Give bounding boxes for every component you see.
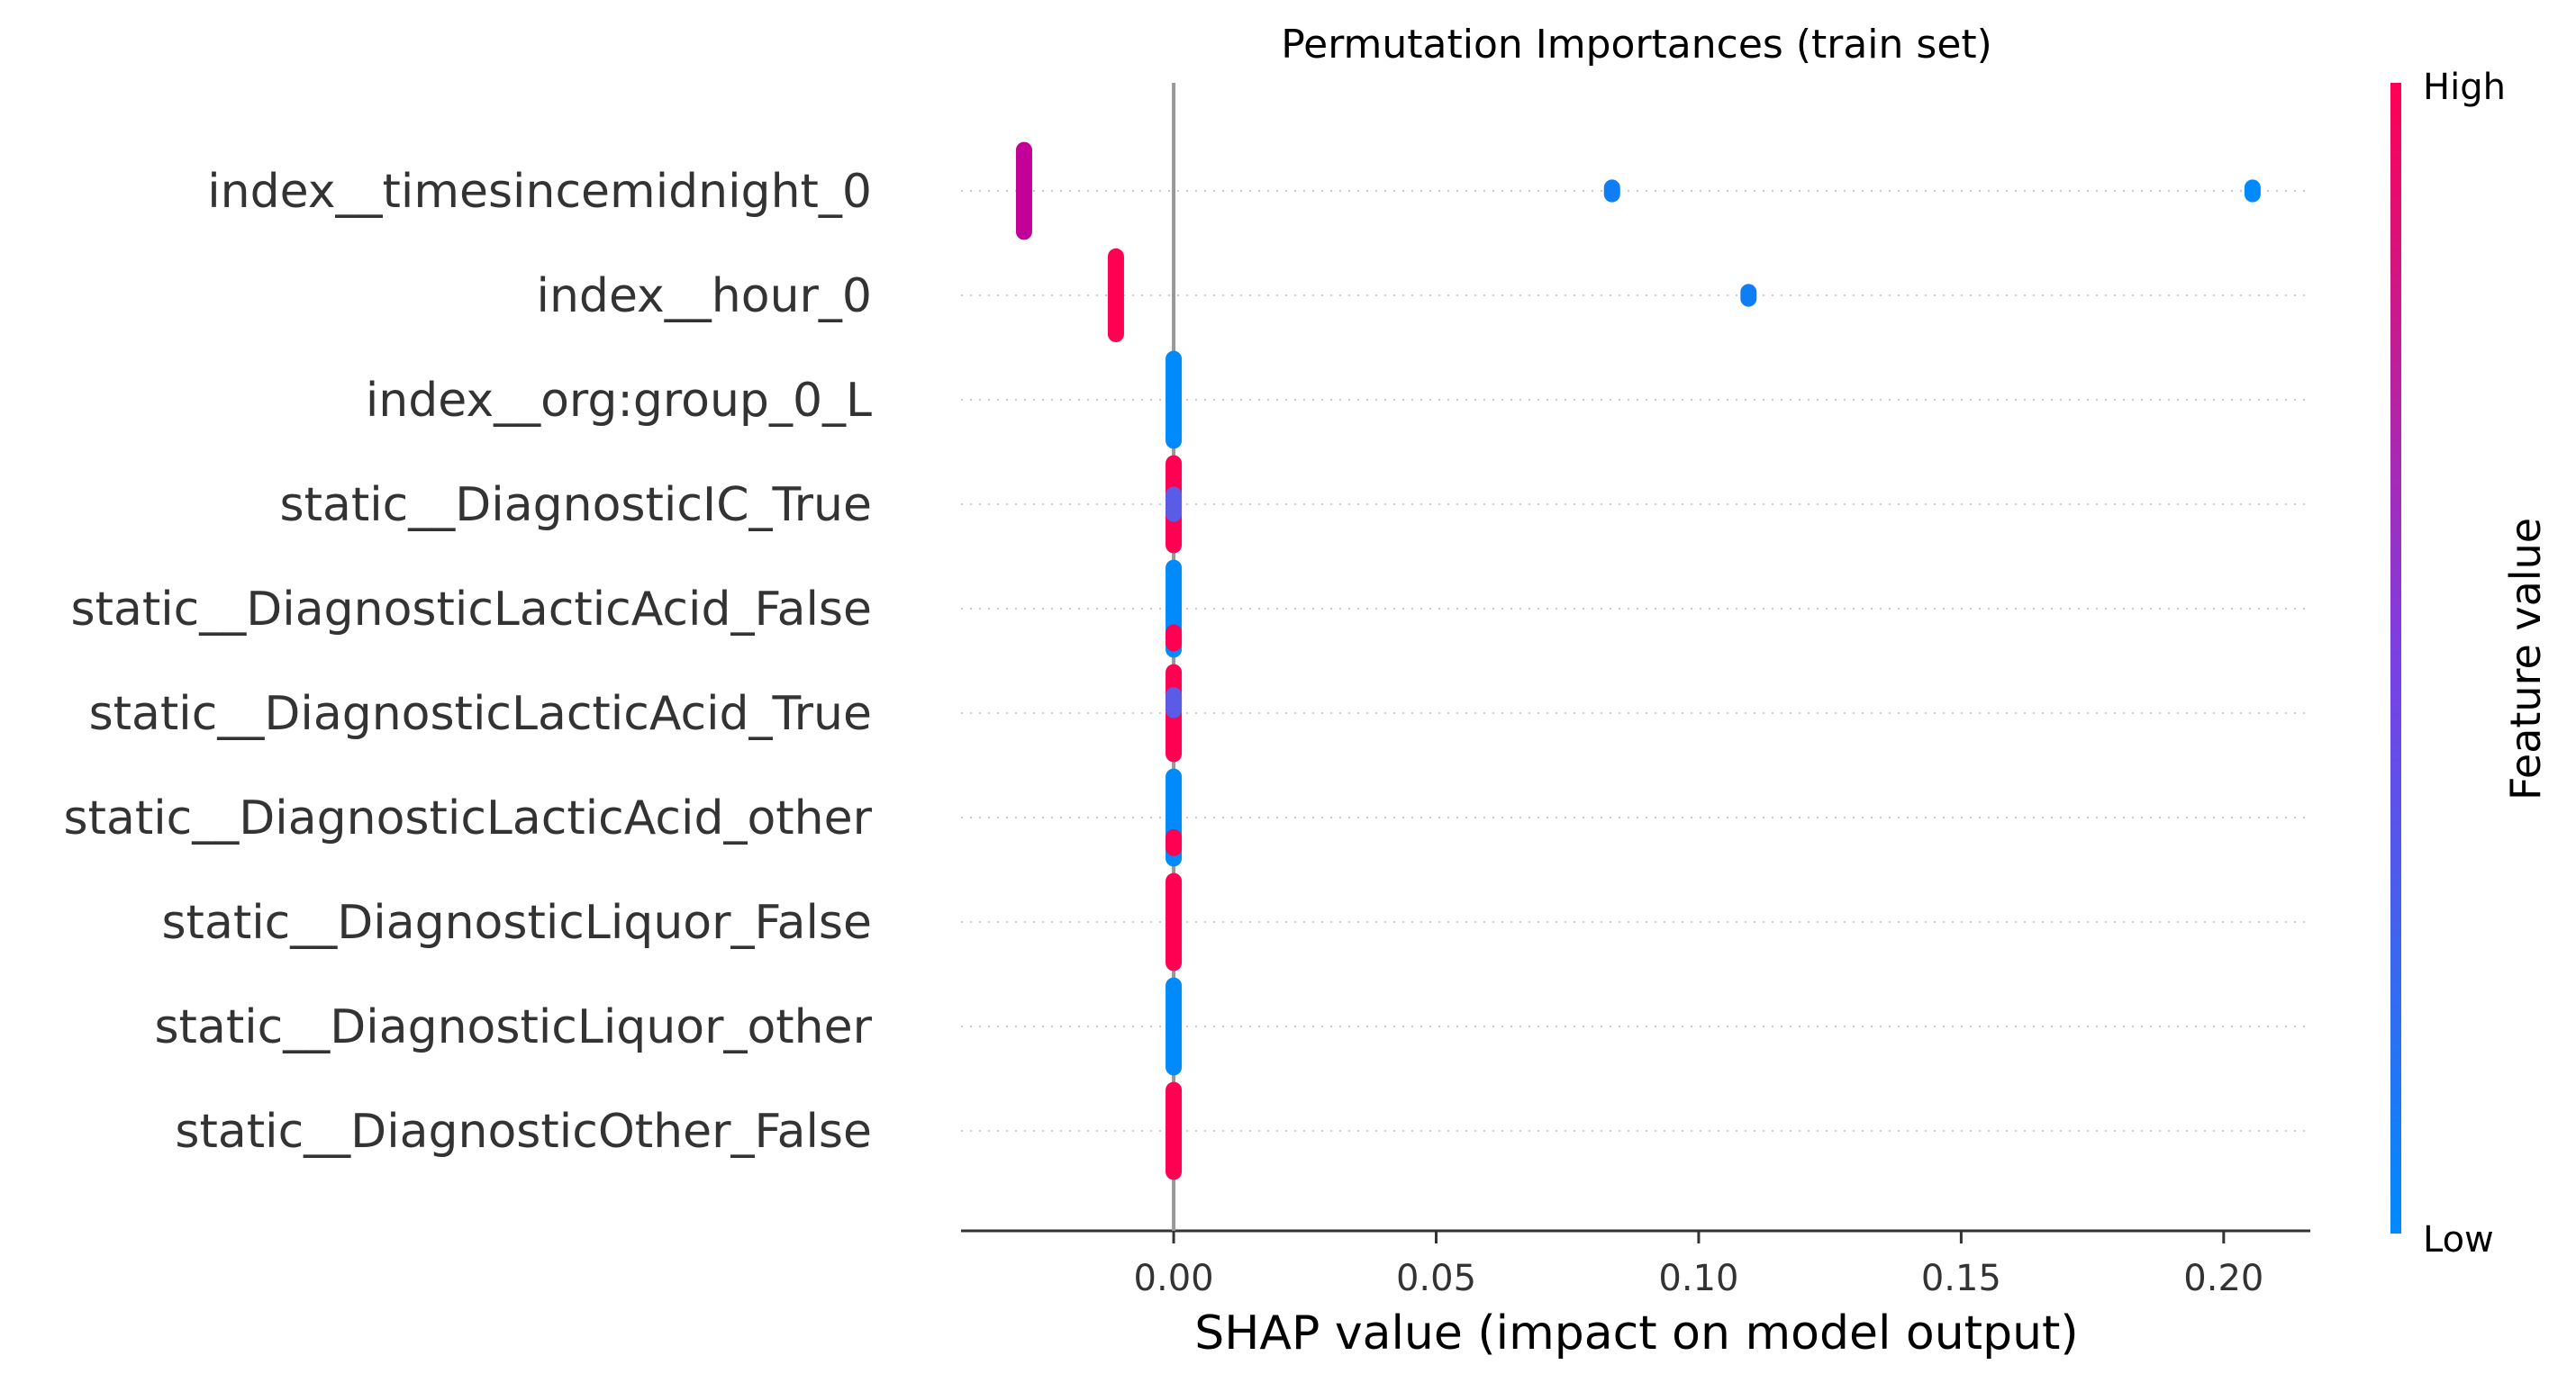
data-point xyxy=(1166,1081,1183,1180)
x-tick-label: 0.05 xyxy=(1396,1258,1476,1299)
feature-label: static__DiagnosticIC_True xyxy=(279,478,872,532)
colorbar-high-label: High xyxy=(2423,67,2506,108)
data-point xyxy=(1107,248,1124,343)
data-point xyxy=(1166,350,1183,449)
x-tick-label: 0.10 xyxy=(1658,1258,1738,1299)
data-point xyxy=(1166,872,1183,972)
feature-label: index__hour_0 xyxy=(537,269,872,323)
grid-lines xyxy=(961,190,2310,1132)
data-point xyxy=(1166,977,1183,1076)
feature-label: static__DiagnosticOther_False xyxy=(175,1105,872,1159)
x-tick-label: 0.00 xyxy=(1134,1258,1214,1299)
feature-label: static__DiagnosticLiquor_other xyxy=(154,1000,872,1054)
data-point xyxy=(2244,179,2261,203)
data-point xyxy=(1166,828,1183,856)
colorbar-low-label: Low xyxy=(2423,1219,2494,1261)
data-point xyxy=(1740,284,1757,307)
data-point xyxy=(1166,486,1183,522)
x-axis-ticks: 0.00 0.05 0.10 0.15 0.20 xyxy=(1134,1231,2263,1299)
feature-label: static__DiagnosticLacticAcid_False xyxy=(70,583,872,637)
colorbar xyxy=(2390,83,2401,1234)
data-points xyxy=(1015,141,2261,1180)
x-tick-label: 0.20 xyxy=(2183,1258,2263,1299)
chart-title: Permutation Importances (train set) xyxy=(1281,22,1992,68)
data-point xyxy=(1166,624,1183,652)
feature-label: static__DiagnosticLiquor_False xyxy=(161,896,872,950)
feature-label: index__org:group_0_L xyxy=(366,374,872,428)
feature-label: index__timesincemidnight_0 xyxy=(207,165,872,219)
x-axis-label: SHAP value (impact on model output) xyxy=(1194,1306,2078,1360)
x-tick-label: 0.15 xyxy=(1921,1258,2001,1299)
data-point xyxy=(1015,141,1032,240)
feature-labels: index__timesincemidnight_0 index__hour_0i… xyxy=(63,165,872,1159)
data-point xyxy=(1166,687,1183,719)
feature-label: static__DiagnosticLacticAcid_True xyxy=(89,687,872,741)
colorbar-title: Feature value xyxy=(2501,518,2550,800)
data-point xyxy=(1603,179,1620,203)
feature-label: static__DiagnosticLacticAcid_other xyxy=(63,791,872,845)
